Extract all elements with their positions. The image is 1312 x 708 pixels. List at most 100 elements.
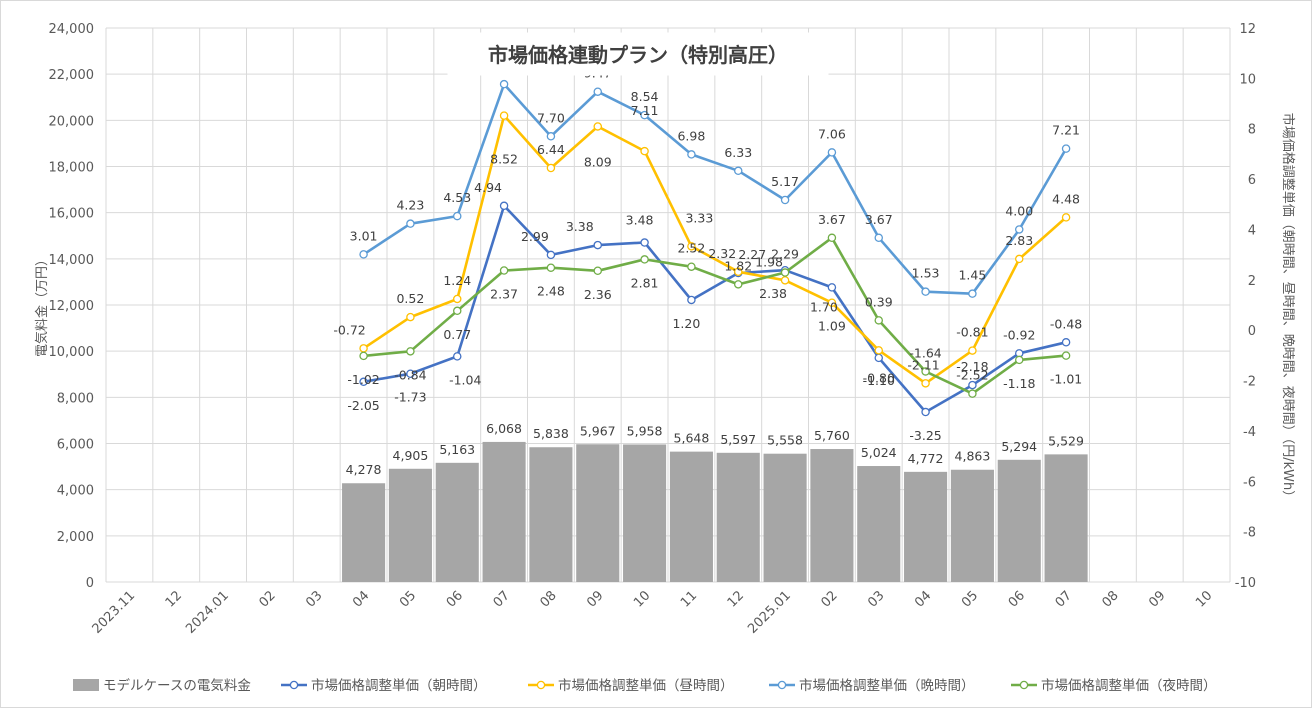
series-point: [546, 163, 556, 173]
line-data-label: 2.32: [708, 246, 736, 261]
series-point: [687, 262, 696, 271]
line-data-label: 2.29: [771, 247, 799, 262]
bar: [997, 459, 1041, 582]
series-point: [1015, 254, 1024, 264]
y-left-tick-label: 2,000: [57, 530, 94, 545]
line-data-label: -1.02: [347, 372, 379, 387]
bar-data-label: 4,905: [393, 448, 429, 463]
y-right-tick-label: -6: [1243, 475, 1256, 490]
series-point: [1061, 213, 1071, 222]
bar: [810, 449, 854, 582]
series-point: [359, 344, 368, 353]
bar: [1044, 454, 1088, 582]
bar-data-label: 5,967: [580, 423, 616, 438]
line-data-label: 1.20: [672, 316, 700, 331]
line-data-label: 3.67: [865, 212, 893, 227]
line-data-label: -1.04: [449, 372, 481, 387]
y-right-tick-label: -4: [1243, 425, 1256, 440]
y-right-tick-label: 4: [1248, 223, 1256, 238]
series-line: [363, 236, 1067, 395]
bar: [904, 471, 948, 582]
line-data-label: 7.21: [1052, 123, 1080, 138]
legend-label: 市場価格調整単価（晩時間）: [799, 677, 975, 694]
series-point: [593, 266, 603, 276]
y-right-tick-label: 10: [1239, 72, 1256, 87]
y-right-tick-label: 12: [1239, 22, 1256, 37]
line-data-label: 2.81: [631, 275, 659, 290]
line-data-label: 2.37: [490, 287, 518, 302]
series-point: [874, 233, 884, 243]
series-point: [406, 312, 415, 322]
y-left-tick-label: 6,000: [57, 438, 94, 453]
line-data-label: -2.11: [907, 357, 939, 372]
series-point: [499, 111, 509, 120]
bar-data-label: 5,760: [814, 428, 850, 443]
series-point: [827, 233, 837, 243]
series-point: [780, 195, 790, 205]
bar: [716, 452, 760, 582]
y-left-tick-label: 24,000: [49, 22, 95, 37]
y-right-tick-label: -10: [1235, 576, 1256, 591]
line-data-label: 1.09: [818, 319, 846, 334]
line-data-label: 3.33: [685, 210, 713, 225]
series-point: [640, 238, 649, 247]
y-left-tick-label: 4,000: [57, 484, 94, 499]
bar-data-label: 6,068: [486, 421, 522, 436]
y-axis-right-title: 市場価格調整単価（朝時間、昼時間、晩時間、夜時間）（円/kWh）: [1280, 113, 1296, 504]
series-point: [921, 287, 930, 296]
line-data-label: 4.48: [1052, 191, 1080, 206]
line-data-label: 6.98: [677, 128, 705, 143]
series-point: [687, 295, 696, 305]
legend-swatch-marker: [289, 680, 299, 690]
y-right-tick-label: -8: [1243, 526, 1256, 541]
legend-swatch-bar: [73, 679, 99, 691]
line-data-label: 1.24: [443, 273, 471, 288]
series-point: [546, 250, 556, 260]
series-point: [874, 346, 884, 355]
line-data-label: 4.23: [396, 198, 424, 213]
bar-data-label: 4,772: [908, 451, 944, 466]
line-data-label: -0.80: [863, 370, 895, 385]
y-right-tick-label: 2: [1248, 274, 1256, 289]
series-point: [921, 379, 930, 388]
line-data-label: 7.11: [631, 103, 659, 118]
series-point: [968, 289, 977, 298]
series-point: [593, 122, 603, 131]
line-data-label: -1.64: [909, 345, 941, 360]
line-data-label: -0.72: [333, 322, 365, 337]
legend-swatch-marker: [536, 680, 546, 690]
line-data-label: 2.36: [584, 287, 612, 302]
bar: [482, 441, 526, 582]
line-data-label: 2.27: [738, 247, 766, 262]
line-data-label: 1.98: [755, 254, 783, 269]
legend: モデルケースの電気料金 市場価格調整単価（朝時間） 市場価格調整単価（昼時間） 市場価…: [73, 677, 1217, 694]
legend-label: 市場価格調整単価（朝時間）: [311, 677, 487, 694]
series-point: [1061, 338, 1071, 347]
line-data-label: 4.00: [1005, 203, 1033, 218]
bar-data-label: 5,838: [533, 426, 569, 441]
line-data-label: 8.52: [490, 152, 518, 167]
series-line: [362, 82, 1068, 295]
chart-title: 市場価格連動プラン（特別高圧）: [488, 43, 788, 67]
line-series: [359, 79, 1071, 417]
line-data-label: -2.52: [956, 368, 988, 383]
line-data-label: 8.54: [631, 89, 659, 104]
series-point: [734, 267, 743, 277]
series-point: [359, 377, 368, 387]
bar-data-label: 5,163: [439, 442, 475, 457]
legend-swatch-marker: [777, 680, 787, 690]
line-data-label: 1.82: [724, 258, 752, 273]
gridlines: [105, 27, 1231, 583]
bar-data-label: 5,558: [767, 433, 803, 448]
line-data-label: 7.06: [818, 126, 846, 141]
y-left-tick-label: 8,000: [57, 391, 94, 406]
series-point: [734, 280, 743, 289]
bar: [576, 444, 620, 582]
line-data-label: 5.17: [771, 174, 799, 189]
line-data-label: 4.94: [474, 180, 502, 195]
bar: [857, 466, 901, 582]
series-point: [546, 132, 556, 141]
line-data-label: 3.38: [566, 219, 594, 234]
bar: [388, 468, 432, 582]
